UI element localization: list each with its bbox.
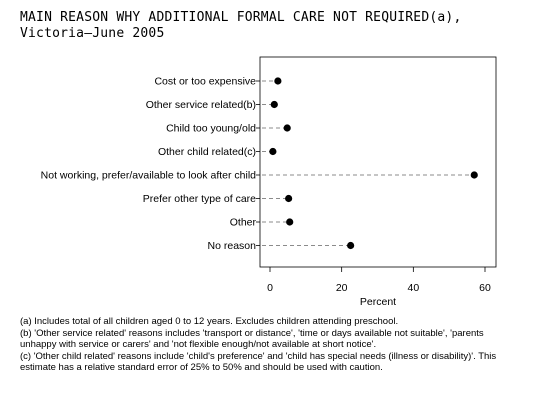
chart-title: MAIN REASON WHY ADDITIONAL FORMAL CARE N… xyxy=(20,10,540,42)
category-label-other-child-related-c: Other child related(c) xyxy=(158,146,256,158)
chart-title-line-1: MAIN REASON WHY ADDITIONAL FORMAL CARE N… xyxy=(20,10,462,25)
x-tick-label-60: 60 xyxy=(479,282,491,294)
x-tick-label-20: 20 xyxy=(336,282,348,294)
data-point-other-service-related-b xyxy=(270,100,278,109)
category-label-other-service-related-b: Other service related(b) xyxy=(146,99,256,111)
data-point-prefer-other-type-of-care xyxy=(285,194,293,203)
category-label-prefer-other-type-of-care: Prefer other type of care xyxy=(143,193,256,205)
category-label-not-working-prefer-available-to-look-after-child: Not working, prefer/available to look af… xyxy=(41,170,257,182)
data-point-other-child-related-c xyxy=(269,147,277,156)
category-label-no-reason: No reason xyxy=(208,240,257,252)
category-label-child-too-young-old: Child too young/old xyxy=(166,123,256,135)
data-point-child-too-young-old xyxy=(283,124,291,132)
footnote-b: (b) 'Other service related' reasons incl… xyxy=(20,328,484,350)
x-axis-label: Percent xyxy=(360,296,396,308)
plot-frame xyxy=(259,56,497,268)
data-point-other xyxy=(286,218,294,226)
footnotes: (a) Includes total of all children aged … xyxy=(20,316,520,374)
x-tick-label-40: 40 xyxy=(407,282,419,294)
x-tick-label-0: 0 xyxy=(267,282,273,294)
footnote-c: (c) 'Other child related' reasons includ… xyxy=(20,351,497,373)
chart-title-line-2: Victoria—June 2005 xyxy=(20,26,165,41)
data-point-not-working-prefer-available-to-look-after-child xyxy=(470,171,478,179)
dot-plot: Cost or too expensive Other service relat… xyxy=(41,56,497,308)
category-label-cost-or-too-expensive: Cost or too expensive xyxy=(154,76,256,88)
footnote-a: (a) Includes total of all children aged … xyxy=(20,316,399,327)
data-point-cost-or-too-expensive xyxy=(274,77,282,85)
category-label-other: Other xyxy=(230,217,257,229)
data-point-no-reason xyxy=(347,241,355,250)
